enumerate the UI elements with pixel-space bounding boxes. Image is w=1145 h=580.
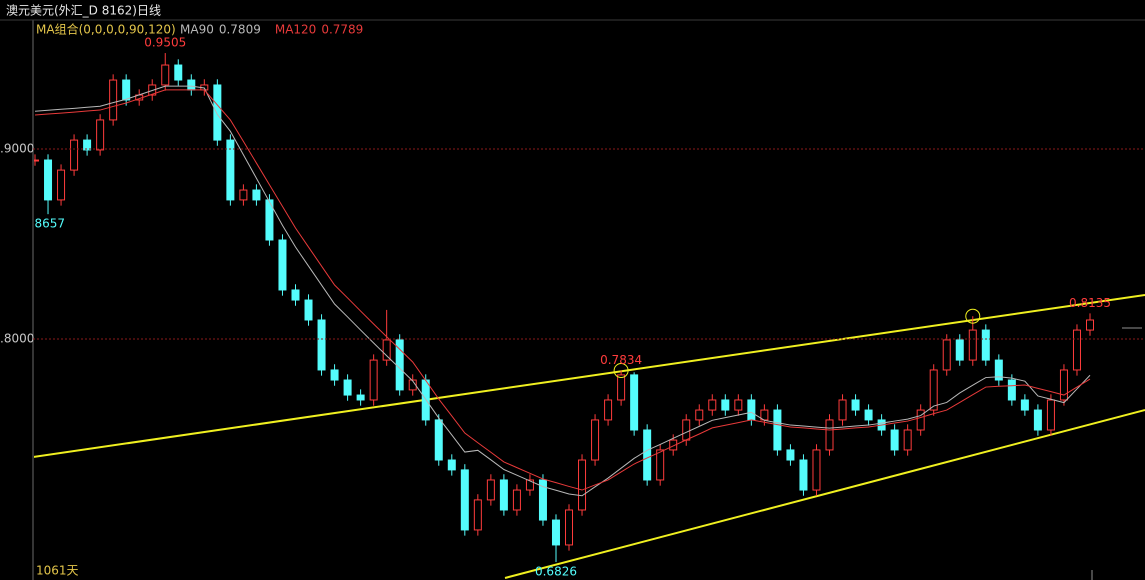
- candle-body: [643, 429, 652, 481]
- candle-body: [70, 139, 79, 171]
- candle-body: [408, 379, 417, 391]
- candle-body: [447, 459, 456, 471]
- candle-body: [525, 479, 534, 491]
- candle-body: [955, 339, 964, 361]
- legend-title: MA组合(0,0,0,0,90,120): [36, 22, 176, 37]
- candle-body: [1020, 399, 1029, 411]
- candle-body: [591, 419, 600, 461]
- candle-body: [630, 374, 639, 431]
- trendline: [504, 409, 1145, 579]
- candle-body: [721, 399, 730, 411]
- candle-body: [747, 399, 756, 421]
- candle-body: [83, 139, 92, 151]
- candle-body: [330, 369, 339, 381]
- candle-body: [1046, 399, 1055, 431]
- candle-body: [213, 84, 222, 141]
- candle-body: [929, 369, 938, 411]
- header-title: 澳元美元(外汇_D 8162)日线: [6, 4, 161, 18]
- y-tick-label: .8000: [0, 331, 34, 345]
- legend-name: MA90: [180, 23, 214, 37]
- candle-body: [890, 429, 899, 451]
- candle-body: [786, 449, 795, 461]
- ma-line: [34, 89, 1091, 491]
- candle-body: [708, 399, 717, 411]
- candle-body: [34, 159, 39, 162]
- candle-body: [695, 409, 704, 421]
- candle-body: [551, 519, 560, 546]
- high-marker: [613, 363, 629, 379]
- candle-body: [1059, 369, 1068, 401]
- candle-body: [773, 409, 782, 451]
- candle-body: [486, 479, 495, 501]
- candle-body: [1007, 379, 1016, 401]
- high-label: 0.8135: [1069, 296, 1111, 310]
- candle-body: [864, 409, 873, 421]
- candle-body: [304, 299, 313, 321]
- y-tick-label: .9000: [0, 142, 34, 156]
- legend-value: 0.7809: [219, 23, 261, 37]
- candle-body: [825, 419, 834, 451]
- candle-body: [812, 449, 821, 491]
- candle-body: [1033, 409, 1042, 431]
- candle-body: [187, 79, 196, 91]
- legend-value: 0.7789: [321, 23, 363, 37]
- candle-body: [109, 79, 118, 121]
- candle-body: [942, 339, 951, 371]
- candle-body: [669, 439, 678, 451]
- candle-body: [617, 374, 626, 401]
- plot-area: 0.6826 0.8657: [23, 53, 1145, 579]
- candle-body: [252, 189, 261, 201]
- candle-body: [473, 499, 482, 531]
- high-marker: [965, 308, 981, 324]
- candle-body: [174, 64, 183, 81]
- candle-body: [578, 459, 587, 511]
- candle-body: [799, 459, 808, 491]
- candle-body: [916, 409, 925, 431]
- low-label: 0.8657: [23, 217, 65, 231]
- candle-body: [734, 399, 743, 411]
- candle-body: [239, 189, 248, 201]
- candle-body: [356, 394, 365, 401]
- candle-body: [1086, 319, 1094, 331]
- ma-line: [34, 85, 1091, 497]
- candle-body: [291, 289, 300, 301]
- candle-body: [122, 79, 131, 101]
- high-label: 0.9505: [144, 36, 186, 50]
- candle-body: [460, 469, 469, 531]
- candle-body: [981, 329, 990, 361]
- low-label: 0.6826: [535, 565, 577, 579]
- candle-body: [44, 159, 53, 201]
- candle-body: [656, 449, 665, 481]
- candle-body: [538, 479, 547, 521]
- candle-body: [343, 379, 352, 396]
- candle-body: [994, 359, 1003, 381]
- candle-body: [382, 339, 391, 361]
- candle-body: [682, 419, 691, 441]
- candle-body: [278, 239, 287, 291]
- candle-body: [838, 399, 847, 421]
- candle-body: [903, 429, 912, 451]
- candle-body: [968, 329, 977, 361]
- candle-body: [851, 399, 860, 411]
- candle-body: [57, 169, 66, 201]
- trendline: [34, 294, 1145, 458]
- candle-body: [369, 359, 378, 401]
- legend-name: MA120: [275, 23, 316, 37]
- candle-body: [565, 509, 574, 546]
- candle-body: [1072, 329, 1081, 371]
- candle-body: [512, 489, 521, 511]
- candle-body: [317, 319, 326, 371]
- candle-body: [96, 119, 105, 151]
- candle-body: [265, 199, 274, 241]
- candle-body: [161, 64, 170, 86]
- candle-body: [604, 399, 613, 421]
- candle-body: [434, 419, 443, 461]
- footer: 1061天: [36, 564, 79, 578]
- candle-body: [226, 139, 235, 201]
- high-label: 0.7834: [600, 353, 642, 367]
- candle-body: [499, 479, 508, 511]
